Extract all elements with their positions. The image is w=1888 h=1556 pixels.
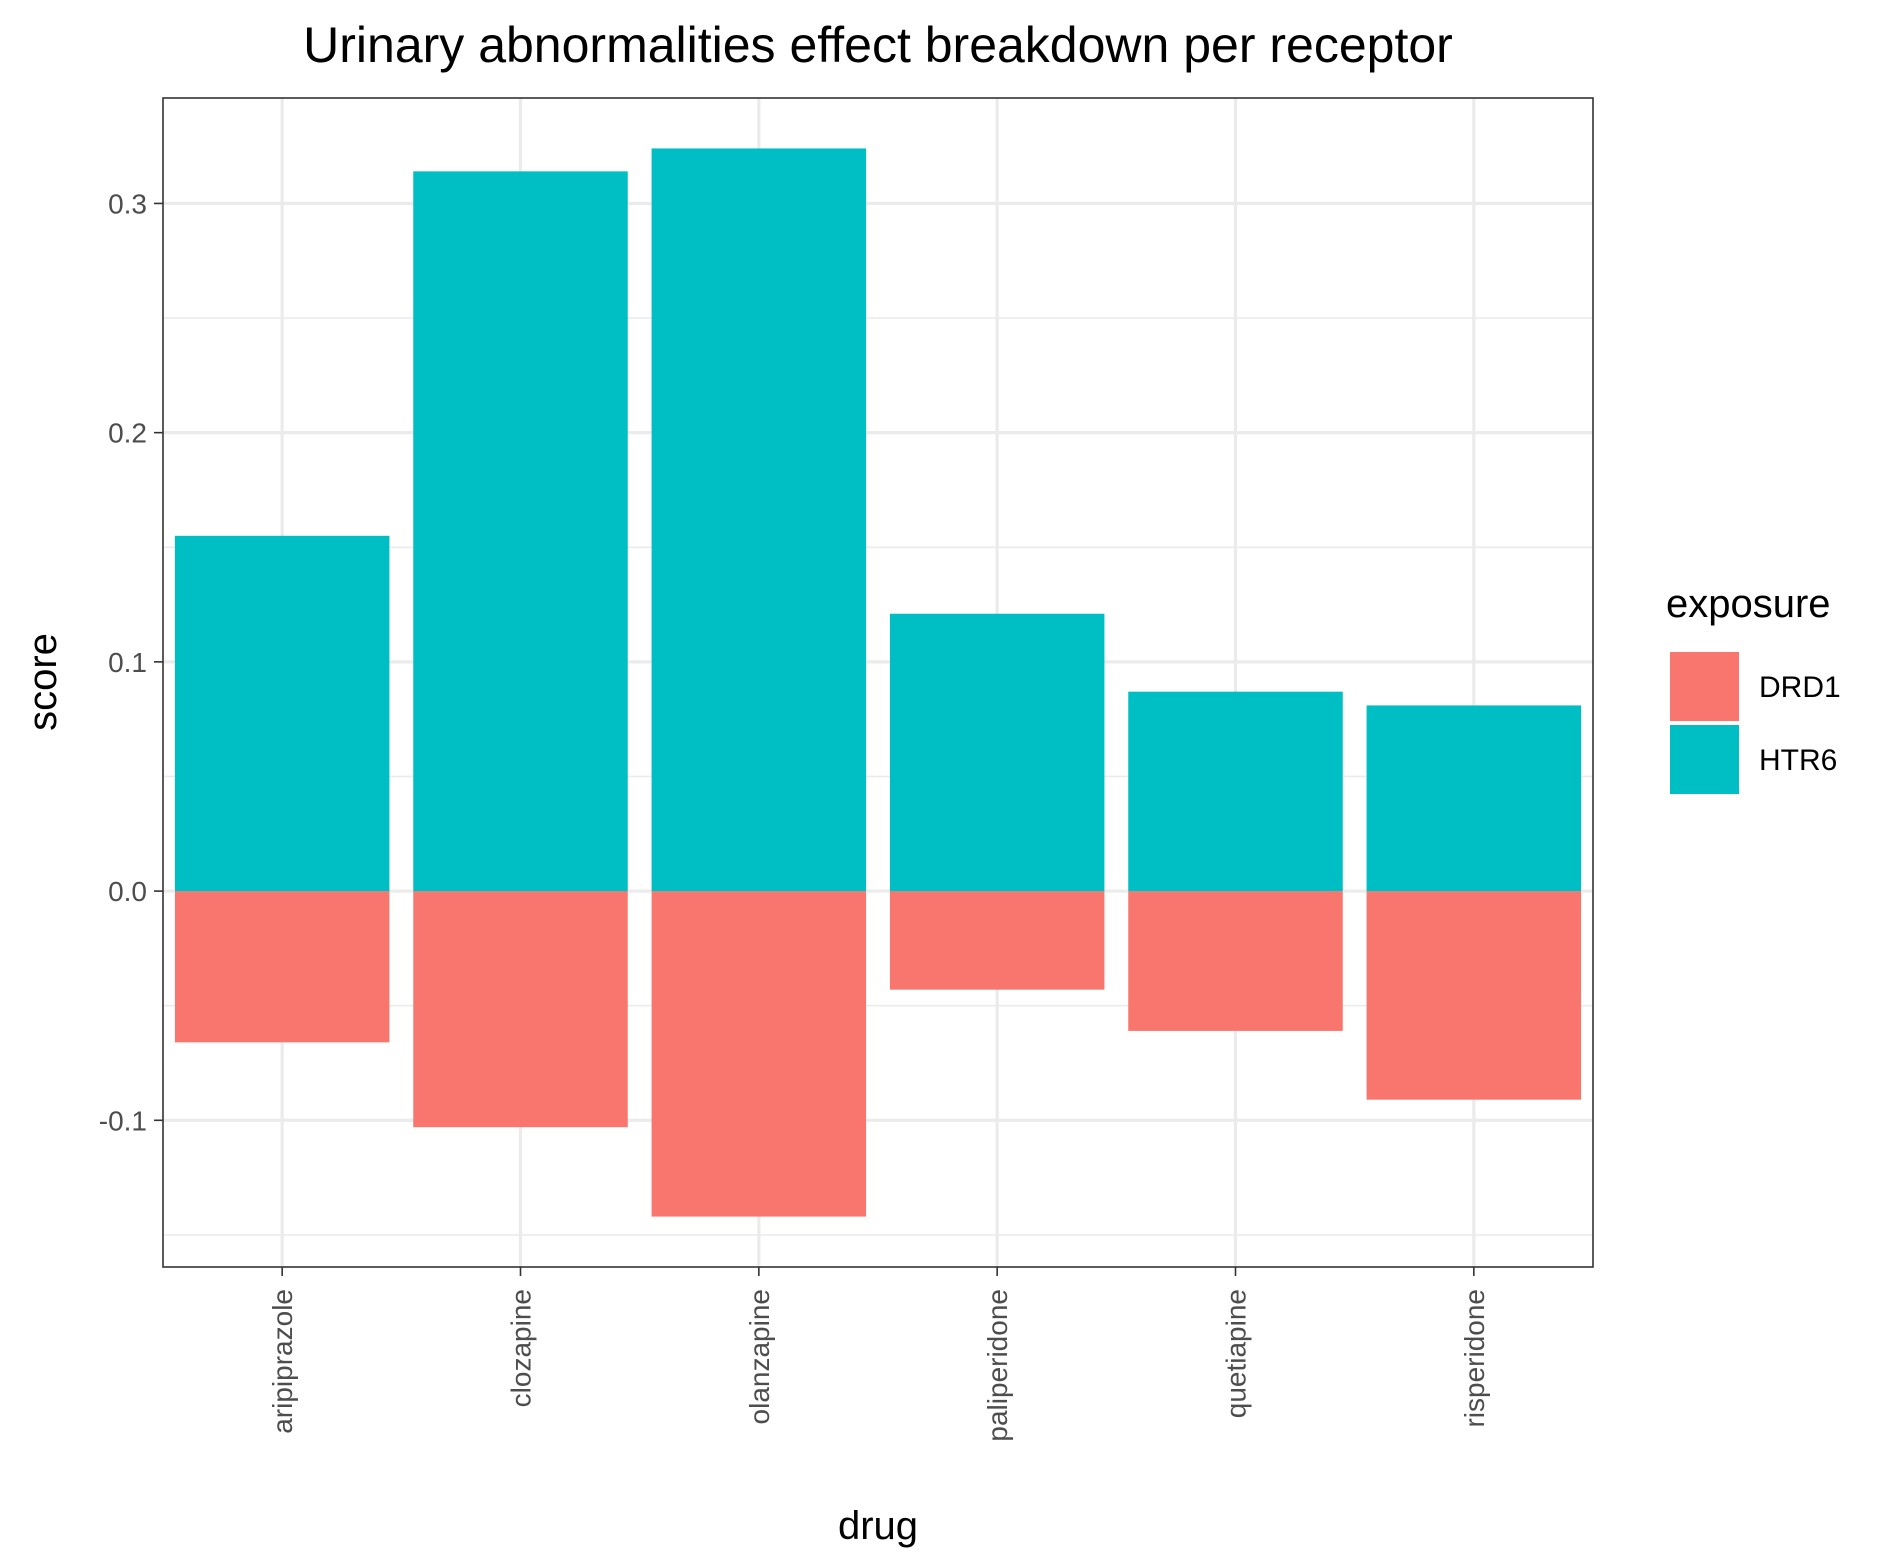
bar-drd1-paliperidone	[889, 891, 1105, 990]
bar-drd1-aripiprazole	[174, 891, 390, 1043]
minor-gridlines	[163, 317, 1593, 1236]
y-tick-label: 0.2	[108, 418, 147, 449]
legend-label-drd1: DRD1	[1759, 671, 1841, 704]
legend-label-htr6: HTR6	[1759, 744, 1837, 777]
x-axis-title: drug	[838, 1504, 918, 1548]
bar-drd1-olanzapine	[651, 891, 867, 1217]
bar-htr6-quetiapine	[1128, 691, 1343, 892]
legend-key-htr6	[1670, 725, 1739, 794]
bar-htr6-olanzapine	[651, 148, 867, 892]
y-tick-label: -0.1	[99, 1105, 147, 1136]
y-tick-label: 0.1	[108, 647, 147, 678]
bar-htr6-aripiprazole	[174, 535, 390, 892]
chart-title: Urinary abnormalities effect breakdown p…	[303, 17, 1453, 73]
y-axis-title: score	[21, 633, 65, 731]
y-tick-label: 0.3	[108, 188, 147, 219]
bar-drd1-clozapine	[413, 891, 628, 1128]
y-tick-label: 0.0	[108, 876, 147, 907]
bar-drd1-risperidone	[1366, 891, 1582, 1100]
bar-drd1-quetiapine	[1128, 891, 1343, 1031]
bar-htr6-risperidone	[1366, 705, 1582, 892]
panel-border	[162, 97, 1594, 1268]
x-tick-label-olanzapine: olanzapine	[744, 1289, 775, 1424]
x-tick-label-paliperidone: paliperidone	[982, 1289, 1013, 1442]
legend-items: DRD1 HTR6	[1670, 652, 1841, 794]
legend: exposure DRD1 HTR6	[1666, 582, 1841, 794]
bar-htr6-clozapine	[413, 171, 628, 892]
bar-htr6-paliperidone	[889, 613, 1105, 892]
legend-key-drd1	[1670, 652, 1739, 721]
x-tick-label-quetiapine: quetiapine	[1221, 1289, 1252, 1418]
x-tick-label-risperidone: risperidone	[1459, 1289, 1490, 1428]
bars	[174, 148, 1582, 1217]
x-axis: aripiprazole clozapine olanzapine paliperid…	[267, 1267, 1490, 1442]
x-tick-label-aripiprazole: aripiprazole	[267, 1289, 298, 1434]
y-axis: -0.1 0.0 0.1 0.2 0.3	[99, 188, 163, 1136]
legend-title: exposure	[1666, 582, 1831, 626]
x-tick-label-clozapine: clozapine	[506, 1289, 537, 1407]
